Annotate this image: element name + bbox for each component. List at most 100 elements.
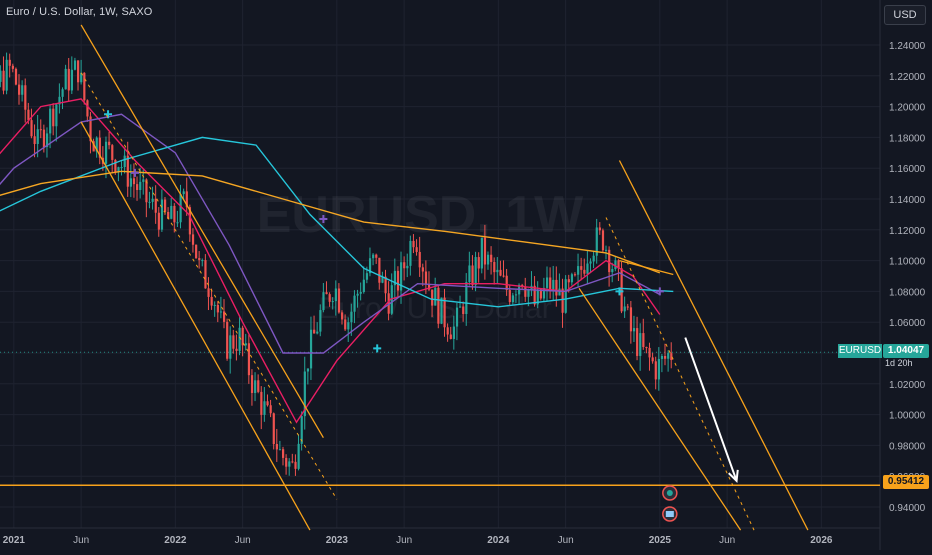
candle-body — [0, 70, 2, 82]
candle-body — [434, 287, 437, 306]
flag-event-icon-flag — [665, 511, 674, 517]
currency-button[interactable]: USD — [884, 5, 926, 25]
candle-body — [459, 306, 462, 308]
y-tick-label: 1.12000 — [889, 226, 926, 237]
candle-body — [400, 262, 403, 291]
candle-body — [36, 129, 39, 144]
support-level-label: 0.95412 — [883, 475, 929, 489]
candle-body — [136, 184, 139, 191]
candle-body — [263, 401, 266, 415]
candle-body — [64, 68, 67, 90]
candle-body — [477, 257, 480, 269]
candle-body — [586, 263, 589, 274]
candle-body — [55, 104, 58, 127]
candle-body — [592, 255, 595, 262]
candle-body — [173, 205, 176, 223]
candle-body — [148, 201, 151, 203]
candle-body — [384, 276, 387, 294]
candle-body — [393, 270, 397, 286]
candle-body — [67, 68, 70, 91]
y-tick-label: 0.94000 — [889, 503, 926, 514]
projection-arrowhead — [728, 469, 739, 483]
candle-body — [188, 207, 192, 235]
candle-body — [129, 178, 133, 187]
candle-body — [437, 287, 440, 324]
y-tick-label: 1.14000 — [889, 195, 926, 206]
candle-body — [499, 269, 502, 276]
candle-body — [226, 321, 229, 359]
candle-body — [179, 194, 182, 223]
ma-cross-marker — [655, 287, 664, 296]
candle-body — [257, 380, 260, 392]
candle-body — [198, 258, 201, 261]
x-tick-label: 2021 — [3, 535, 26, 546]
candle-body — [269, 405, 272, 414]
candle-body — [49, 108, 52, 134]
candle-body — [83, 72, 86, 101]
candle-body — [570, 274, 574, 283]
candle-body — [313, 329, 316, 334]
candle-body — [108, 141, 111, 146]
candle-body — [670, 353, 673, 361]
y-tick-label: 1.20000 — [889, 103, 926, 114]
candle-body — [157, 212, 160, 230]
candle-body — [645, 347, 648, 349]
channel-midline — [80, 72, 338, 500]
candle-body — [651, 357, 654, 362]
y-tick-label: 1.02000 — [889, 380, 926, 391]
candle-body — [657, 358, 660, 380]
candle-body — [285, 457, 288, 467]
candle-body — [449, 334, 452, 339]
candle-body — [505, 275, 508, 291]
candle-body — [387, 293, 390, 314]
candle-body — [191, 234, 195, 245]
candle-body — [533, 285, 536, 305]
candle-body — [207, 288, 210, 297]
candle-body — [114, 159, 117, 172]
candle-body — [30, 120, 33, 137]
candle-body — [306, 368, 310, 372]
candle-body — [626, 306, 629, 308]
y-tick-label: 0.98000 — [889, 441, 926, 452]
moving-average-line — [0, 113, 661, 354]
candle-body — [583, 269, 586, 274]
candle-body — [278, 449, 282, 451]
candle-body — [123, 155, 126, 167]
candle-body — [229, 335, 232, 359]
candle-body — [216, 304, 219, 313]
candle-body — [288, 461, 291, 467]
y-tick-label: 1.10000 — [889, 257, 926, 268]
candle-body — [605, 249, 608, 251]
candle-body — [471, 265, 474, 286]
candle-body — [247, 343, 251, 376]
candle-body — [213, 304, 216, 306]
candle-body — [483, 237, 487, 265]
candle-body — [260, 391, 263, 415]
candle-body — [375, 254, 378, 258]
symbol-title[interactable]: Euro / U.S. Dollar, 1W, SAXO — [6, 6, 153, 18]
economic-event-icon-dot — [666, 490, 673, 496]
channel-line — [618, 160, 809, 531]
candle-body — [427, 284, 431, 290]
candle-body — [145, 179, 148, 203]
bar-countdown: 1d 20h — [885, 358, 913, 368]
candle-body — [167, 211, 170, 219]
x-tick-label: 2026 — [810, 535, 833, 546]
candle-body — [629, 307, 633, 332]
candle-body — [266, 401, 269, 406]
last-price-label: 1.04047 — [883, 344, 929, 358]
candle-body — [334, 288, 337, 302]
channel-line — [80, 24, 324, 439]
candle-body — [664, 355, 667, 359]
candle-body — [356, 293, 359, 296]
candle-body — [328, 294, 331, 302]
candle-body — [294, 461, 297, 469]
candle-body — [368, 258, 372, 274]
candle-body — [527, 289, 530, 297]
candle-body — [27, 109, 30, 121]
candle-body — [493, 261, 496, 273]
candle-body — [195, 244, 198, 259]
candle-body — [555, 279, 558, 296]
